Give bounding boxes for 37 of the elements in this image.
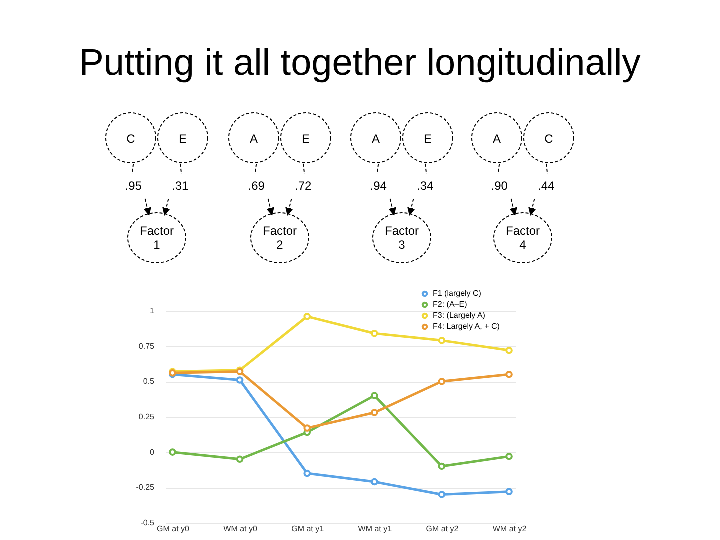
point — [304, 470, 311, 478]
path-diagram: C .95 E .31 Factor 1 A .69 E .72 Factor 2 A .94 E .34 Factor 3 A .90 C .44 Factor 4 — [0, 104, 720, 269]
point — [169, 448, 176, 456]
y-tick-label: 0.25 — [138, 412, 156, 422]
point — [506, 488, 513, 496]
point — [438, 378, 446, 386]
point — [236, 376, 244, 384]
x-tick-label: WM at y0 — [224, 524, 258, 534]
point — [438, 462, 446, 470]
x-tick-label: GM at y2 — [426, 524, 460, 534]
x-tick-label: WM at y2 — [492, 524, 528, 534]
y-tick-label: 0 — [150, 448, 156, 457]
y-tick-label: -0.25 — [136, 483, 156, 492]
point — [304, 424, 311, 432]
y-tick-label: -0.5 — [140, 518, 156, 528]
point — [371, 409, 378, 416]
chart-title: Putting it all together longitudinally — [78, 42, 642, 84]
point — [506, 452, 513, 460]
x-tick-label: GM at y0 — [157, 524, 190, 534]
point — [304, 313, 311, 320]
legend-label: F2: (A–E) — [433, 300, 468, 309]
y-tick-label: 0.75 — [138, 342, 156, 351]
point — [371, 392, 378, 400]
x-tick-label: WM at y1 — [358, 524, 393, 534]
point — [506, 346, 513, 354]
point — [438, 337, 446, 344]
legend-label: F4: Largely A, + C) — [433, 322, 500, 331]
point — [438, 491, 446, 498]
point — [236, 456, 244, 464]
y-tick-label: 1 — [150, 306, 156, 316]
point — [371, 330, 378, 338]
y-tick-label: 0.5 — [143, 377, 156, 386]
x-tick-label: GM at y1 — [292, 524, 325, 534]
point — [371, 478, 378, 486]
point — [506, 370, 513, 378]
legend-label: F3: (Largely A) — [433, 311, 486, 320]
legend-label: F1 (largely C) — [433, 289, 482, 298]
